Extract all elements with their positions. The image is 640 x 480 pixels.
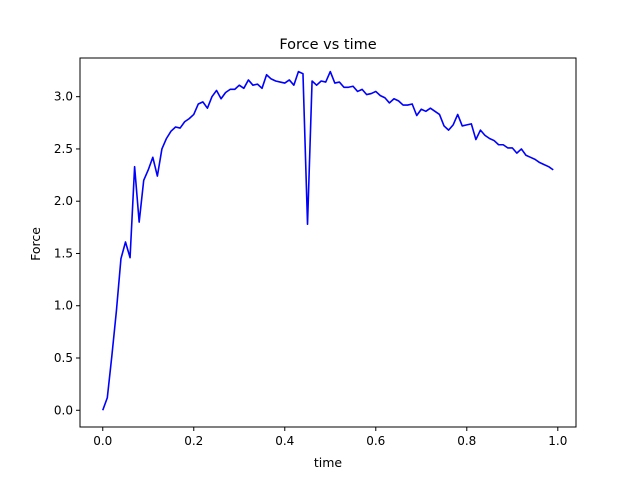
ticks: 0.0 0.2 0.4 0.6 0.8 1.0 0.0 0.5 1.0 1.5 2.0 2.5 3.0	[54, 90, 567, 448]
y-tick-label: 2.0	[54, 194, 73, 208]
x-axis-label: time	[314, 455, 343, 470]
x-tick-label: 0.0	[93, 434, 112, 448]
chart-title: Force vs time	[279, 37, 376, 53]
y-tick-label: 3.0	[54, 90, 73, 104]
y-tick-label: 1.0	[54, 299, 73, 313]
y-tick-label: 1.5	[54, 246, 73, 260]
x-tick-label: 0.2	[184, 434, 203, 448]
x-tick-label: 0.4	[275, 434, 294, 448]
y-axis-label: Force	[28, 227, 43, 261]
x-tick-label: 0.6	[366, 434, 385, 448]
plot-frame	[79, 57, 577, 428]
y-tick-label: 2.5	[54, 142, 73, 156]
series-layer	[101, 70, 554, 411]
series-line	[101, 70, 554, 411]
y-tick-label: 0.5	[54, 351, 73, 365]
x-tick-label: 1.0	[548, 434, 567, 448]
y-tick-label: 0.0	[54, 403, 73, 417]
x-tick-label: 0.8	[457, 434, 476, 448]
